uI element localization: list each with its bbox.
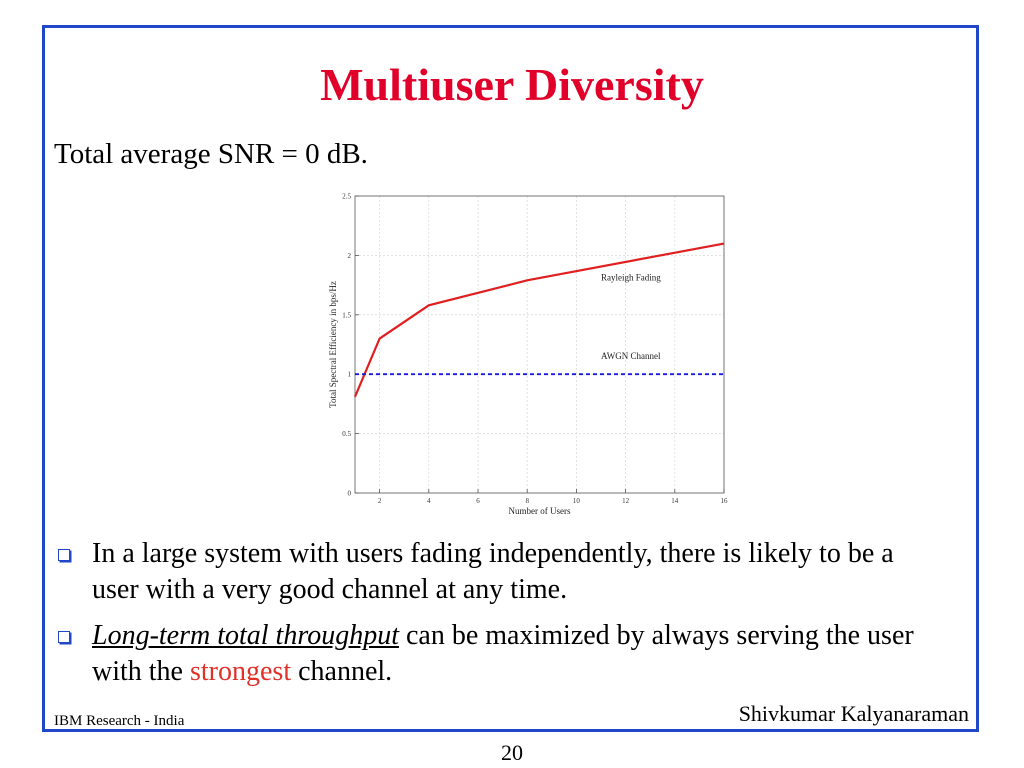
footer-author: Shivkumar Kalyanaraman: [738, 701, 969, 726]
rayleigh-series-line: [353, 242, 725, 398]
bullet-text-end: channel.: [291, 656, 393, 687]
x-tick-label: 10: [573, 497, 581, 505]
bullet-item: Long-term total throughput can be maximi…: [56, 618, 936, 690]
x-tick-label: 8: [525, 497, 529, 505]
chart-svg: 2 4 6 8 10 12 14 16 0 0.5 1 1.5 2 2.5 Number of Users T…: [328, 193, 729, 517]
bullet-text: can be maximized by always serving the u…: [92, 620, 914, 687]
y-tick-label: 2: [348, 252, 352, 260]
slide-border: [42, 25, 979, 732]
x-tick-label: 12: [622, 497, 630, 505]
series-label: Rayleigh Fading: [601, 272, 661, 282]
bullet-item: In a large system with users fading inde…: [56, 536, 936, 608]
x-tick-label: 14: [671, 497, 679, 505]
bullet-list: In a large system with users fading inde…: [56, 536, 936, 700]
page-number: 20: [501, 740, 523, 765]
bullet-text: In a large system with users fading inde…: [92, 538, 894, 605]
series-label: AWGN Channel: [601, 351, 661, 361]
footer-organization: IBM Research - India: [54, 713, 185, 729]
square-bullet-icon: [58, 631, 70, 643]
bullet-highlight: strongest: [190, 656, 292, 687]
x-tick-label: 2: [378, 497, 382, 505]
y-tick-label: 2.5: [342, 193, 351, 201]
slide-title: Multiuser Diversity: [320, 59, 704, 110]
bullet-emphasis: Long-term total throughput: [92, 620, 399, 651]
y-tick-label: 1.5: [342, 311, 351, 319]
y-tick-label: 0: [348, 490, 352, 498]
plot-area-frame: [354, 195, 725, 494]
spectral-efficiency-chart: 2 4 6 8 10 12 14 16 0 0.5 1 1.5 2 2.5 Number of Users T…: [322, 188, 732, 518]
y-tick-label: 0.5: [342, 430, 351, 438]
y-axis-label: Total Spectral Efficiency in bps/Hz: [328, 281, 338, 408]
x-tick-label: 4: [427, 497, 431, 505]
slide-subtitle: Total average SNR = 0 dB.: [54, 138, 368, 170]
square-bullet-icon: [58, 549, 70, 561]
y-tick-label: 1: [348, 371, 352, 379]
x-axis-label: Number of Users: [509, 506, 571, 516]
x-tick-label: 6: [476, 497, 480, 505]
x-tick-label: 16: [721, 497, 729, 505]
